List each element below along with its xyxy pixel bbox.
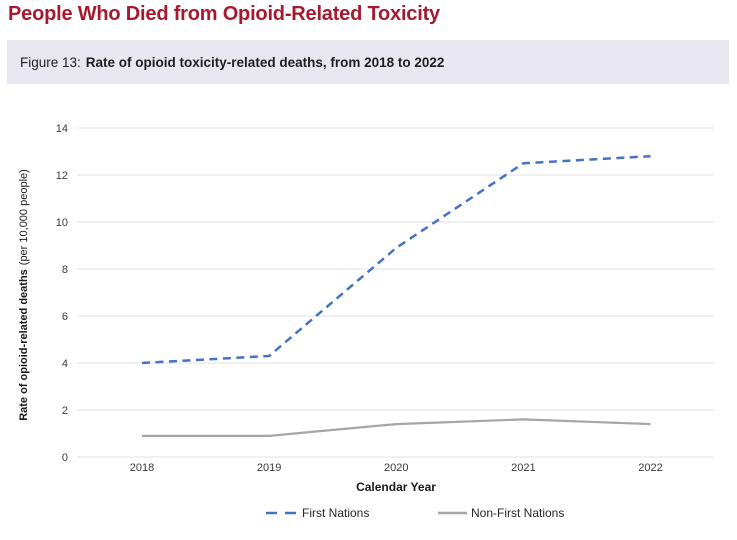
- legend: First Nations Non-First Nations: [266, 506, 564, 520]
- y-tick-label: 6: [62, 311, 68, 323]
- y-axis-title-units: (per 10,000 people): [18, 169, 30, 266]
- y-tick-label: 8: [62, 264, 68, 276]
- plot-area: 0 2 4 6 8 10 12 14 2018 2019 2020 2021 2022 Calenda…: [56, 123, 714, 520]
- series-line-first-nations: [141, 154, 651, 365]
- series-line-non-first-nations: [142, 418, 651, 437]
- legend-label-first-nations: First Nations: [302, 506, 369, 520]
- figure-caption: Rate of opioid toxicity-related deaths, …: [85, 54, 445, 70]
- figure-label: Figure 13:: [20, 54, 81, 70]
- data-series: [141, 154, 651, 437]
- page-title: People Who Died from Opioid-Related Toxi…: [8, 3, 440, 25]
- x-tick-label: 2021: [511, 462, 535, 474]
- figure-caption-bar: Figure 13: Rate of opioid toxicity-relat…: [7, 40, 729, 84]
- legend-label-non-first-nations: Non-First Nations: [471, 506, 564, 520]
- y-axis-ticks: 0 2 4 6 8 10 12 14: [56, 123, 68, 464]
- y-tick-label: 10: [56, 217, 68, 229]
- y-tick-label: 12: [56, 170, 68, 182]
- x-axis-title: Calendar Year: [356, 480, 436, 494]
- y-axis-title-main: Rate of opioid-related deaths: [18, 269, 30, 421]
- gridlines: [77, 127, 714, 458]
- x-axis-ticks: 2018 2019 2020 2021 2022: [130, 462, 663, 474]
- x-tick-label: 2019: [257, 462, 281, 474]
- y-tick-label: 2: [62, 405, 68, 417]
- line-chart: Rate of opioid-related deaths (per 10,000…: [0, 85, 737, 535]
- y-tick-label: 4: [62, 358, 68, 370]
- y-tick-label: 0: [62, 452, 68, 464]
- x-tick-label: 2020: [384, 462, 408, 474]
- x-tick-label: 2022: [638, 462, 662, 474]
- y-tick-label: 14: [56, 123, 68, 135]
- y-axis-title: Rate of opioid-related deaths (per 10,000…: [18, 169, 30, 421]
- x-tick-label: 2018: [130, 462, 154, 474]
